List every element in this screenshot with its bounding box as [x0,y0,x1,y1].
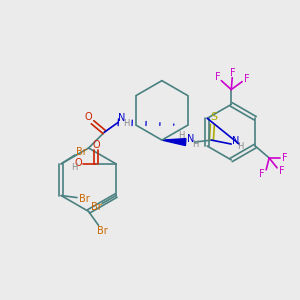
Text: Br: Br [91,202,102,212]
Text: H: H [123,119,129,128]
Text: O: O [85,112,92,122]
Text: O: O [92,140,100,150]
Text: H: H [237,142,243,151]
Text: F: F [230,68,236,78]
Text: F: F [282,153,288,163]
Text: Br: Br [76,147,86,157]
Text: H: H [178,130,185,140]
Text: Br: Br [97,226,108,236]
Text: F: F [244,74,250,84]
Text: N: N [118,113,125,123]
Text: N: N [187,134,194,144]
Text: F: F [214,72,220,82]
Text: F: F [260,169,265,179]
Text: H: H [192,140,199,148]
Text: F: F [279,166,285,176]
Text: S: S [210,112,217,122]
Text: Br: Br [79,194,89,203]
Text: O: O [75,158,82,168]
Text: N: N [232,136,239,146]
Text: H: H [71,163,78,172]
Polygon shape [162,139,186,145]
